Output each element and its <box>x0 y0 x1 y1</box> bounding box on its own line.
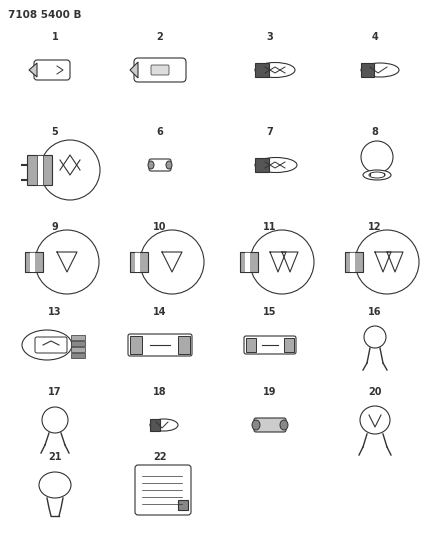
FancyBboxPatch shape <box>35 337 67 353</box>
Polygon shape <box>130 62 138 78</box>
Ellipse shape <box>363 170 391 180</box>
Text: 22: 22 <box>153 452 167 462</box>
Ellipse shape <box>22 330 72 360</box>
Text: 20: 20 <box>368 387 382 397</box>
Ellipse shape <box>150 419 178 431</box>
Ellipse shape <box>148 161 154 169</box>
Text: 19: 19 <box>263 387 277 397</box>
Bar <box>178 336 190 354</box>
Bar <box>27 155 52 185</box>
Bar <box>178 500 188 510</box>
Circle shape <box>35 230 99 294</box>
Bar <box>25 252 43 272</box>
Bar <box>135 252 140 272</box>
Text: 21: 21 <box>48 452 62 462</box>
Text: 16: 16 <box>368 307 382 317</box>
Circle shape <box>140 230 204 294</box>
Bar <box>37 155 43 185</box>
Text: 4: 4 <box>372 32 378 42</box>
Ellipse shape <box>252 420 260 430</box>
Bar <box>255 158 269 172</box>
Circle shape <box>361 141 393 173</box>
Bar <box>246 338 256 352</box>
Text: 18: 18 <box>153 387 167 397</box>
Text: 10: 10 <box>153 222 167 232</box>
Ellipse shape <box>255 62 295 77</box>
FancyBboxPatch shape <box>134 58 186 82</box>
Ellipse shape <box>360 406 390 434</box>
Text: 2: 2 <box>157 32 163 42</box>
FancyBboxPatch shape <box>151 65 169 75</box>
Bar <box>255 63 269 77</box>
Bar <box>240 252 258 272</box>
Ellipse shape <box>361 63 399 77</box>
Ellipse shape <box>280 420 288 430</box>
Bar <box>71 341 85 346</box>
Bar <box>71 347 85 352</box>
Bar <box>30 252 35 272</box>
Text: 17: 17 <box>48 387 62 397</box>
Bar <box>71 353 85 358</box>
Text: 5: 5 <box>52 127 58 137</box>
FancyBboxPatch shape <box>149 159 171 171</box>
Bar <box>130 336 142 354</box>
Text: 7108 5400 B: 7108 5400 B <box>8 10 81 20</box>
Text: 7: 7 <box>267 127 273 137</box>
Bar <box>71 335 85 340</box>
Bar <box>361 63 374 77</box>
Bar <box>150 419 160 431</box>
Bar <box>350 252 355 272</box>
FancyBboxPatch shape <box>135 465 191 515</box>
Circle shape <box>355 230 419 294</box>
Circle shape <box>40 140 100 200</box>
Text: 8: 8 <box>372 127 378 137</box>
FancyBboxPatch shape <box>254 418 286 432</box>
Text: 3: 3 <box>267 32 273 42</box>
Bar <box>345 252 363 272</box>
Text: 6: 6 <box>157 127 163 137</box>
Circle shape <box>250 230 314 294</box>
Bar <box>284 338 294 352</box>
Ellipse shape <box>255 157 297 173</box>
FancyBboxPatch shape <box>244 336 296 354</box>
Ellipse shape <box>166 161 172 169</box>
Ellipse shape <box>39 472 71 498</box>
Ellipse shape <box>42 407 68 433</box>
Text: 9: 9 <box>52 222 58 232</box>
Bar <box>130 252 148 272</box>
Text: 15: 15 <box>263 307 277 317</box>
Text: 11: 11 <box>263 222 277 232</box>
Bar <box>245 252 250 272</box>
FancyBboxPatch shape <box>128 334 192 356</box>
Ellipse shape <box>369 172 385 178</box>
FancyBboxPatch shape <box>34 60 70 80</box>
Text: 14: 14 <box>153 307 167 317</box>
Text: 12: 12 <box>368 222 382 232</box>
Polygon shape <box>29 63 37 77</box>
Ellipse shape <box>364 326 386 348</box>
Text: 1: 1 <box>52 32 58 42</box>
Text: 13: 13 <box>48 307 62 317</box>
